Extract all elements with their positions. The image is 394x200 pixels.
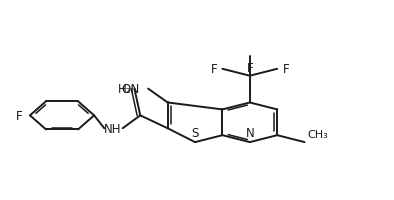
Text: S: S — [191, 127, 199, 139]
Text: CH₃: CH₃ — [308, 129, 329, 139]
Text: F: F — [16, 109, 22, 122]
Text: O: O — [121, 83, 130, 96]
Text: F: F — [210, 63, 217, 76]
Text: F: F — [282, 63, 289, 76]
Text: F: F — [247, 62, 253, 74]
Text: H₂N: H₂N — [118, 83, 140, 96]
Text: NH: NH — [104, 122, 122, 135]
Text: N: N — [245, 127, 254, 139]
